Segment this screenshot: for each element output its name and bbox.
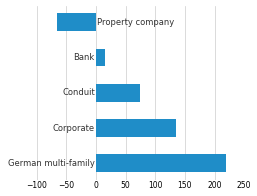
Bar bbox=[57, 14, 96, 31]
Text: Conduit: Conduit bbox=[62, 88, 95, 97]
Bar bbox=[96, 154, 226, 172]
Bar bbox=[96, 119, 176, 137]
Text: Corporate: Corporate bbox=[53, 123, 95, 132]
Bar bbox=[96, 84, 140, 102]
Text: German multi-family: German multi-family bbox=[8, 159, 95, 168]
Text: Bank: Bank bbox=[74, 53, 95, 62]
Bar bbox=[96, 49, 105, 66]
Text: Property company: Property company bbox=[97, 18, 175, 27]
